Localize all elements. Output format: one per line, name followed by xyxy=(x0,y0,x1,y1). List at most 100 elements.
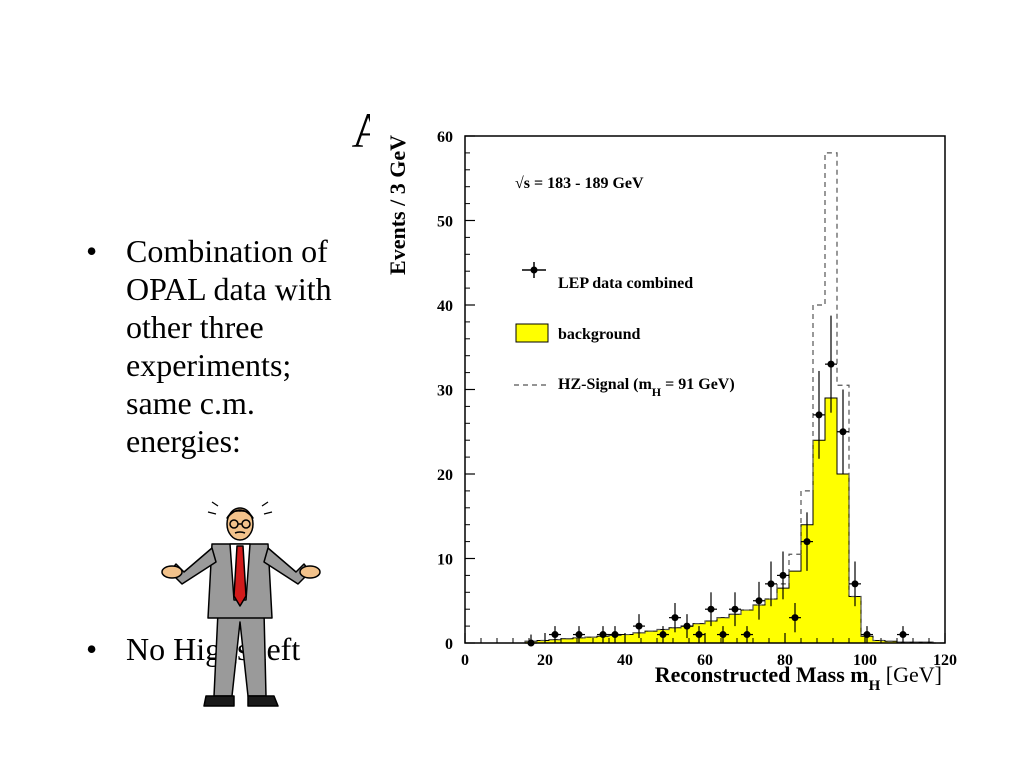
y-tick-label: 50 xyxy=(437,214,453,231)
x-tick-label: 0 xyxy=(461,652,469,669)
bullet-text: No Higgs left xyxy=(126,631,301,667)
data-point-marker xyxy=(827,360,835,368)
x-tick-label: 80 xyxy=(777,652,793,669)
data-point-marker xyxy=(767,580,775,588)
legend-data-marker xyxy=(522,262,546,278)
data-point-marker xyxy=(779,571,787,579)
x-tick-label: 60 xyxy=(697,652,713,669)
data-point-marker xyxy=(707,605,715,613)
x-tick-label: 40 xyxy=(617,652,633,669)
data-point xyxy=(897,626,909,643)
data-point xyxy=(693,626,705,643)
data-point xyxy=(777,551,789,600)
y-tick-label: 10 xyxy=(437,552,453,569)
background-bin xyxy=(825,397,837,643)
data-point xyxy=(813,370,825,459)
background-bin xyxy=(765,599,777,643)
background-bin xyxy=(729,614,741,643)
axes-layer: 0 20 40 60 80 100 120 0 10 20 30 40 50 60 xyxy=(437,129,957,669)
legend: LEP data combined background HZ-Signal (… xyxy=(514,262,735,399)
background-bin xyxy=(621,634,633,643)
data-point-marker xyxy=(743,631,751,639)
y-tick-label: 0 xyxy=(445,636,453,653)
background-bin xyxy=(837,474,849,643)
y-tick-label: 30 xyxy=(437,383,453,400)
data-point xyxy=(801,512,813,571)
y-tick-label: 60 xyxy=(437,129,453,146)
data-point-marker xyxy=(575,631,583,639)
legend-label-data: LEP data combined xyxy=(558,275,693,292)
data-points-layer xyxy=(525,315,909,647)
legend-signal-main: HZ-Signal (m xyxy=(558,376,652,393)
data-point xyxy=(789,603,801,633)
x-axis-title: Reconstructed Mass mH [GeV] xyxy=(655,662,942,694)
background-bin xyxy=(585,637,597,643)
data-point-marker xyxy=(731,605,739,613)
bullet-text: Combination of OPAL data with other thre… xyxy=(126,233,332,459)
x-tick-label: 20 xyxy=(537,652,553,669)
shrugging-man-illustration xyxy=(161,501,321,707)
data-point-marker xyxy=(659,631,667,639)
data-point-marker xyxy=(791,614,799,622)
background-bin xyxy=(645,631,657,643)
legend-label-background: background xyxy=(558,326,641,343)
histogram-chart: 0 20 40 60 80 100 120 0 10 20 30 40 50 60 Events / 3 … xyxy=(370,110,970,710)
y-axis-title: Events / 3 GeV xyxy=(385,135,410,275)
data-point-marker xyxy=(599,631,607,639)
legend-signal-sub: H xyxy=(652,385,662,399)
x-axis-title-sub: H xyxy=(869,678,881,694)
background-bin xyxy=(561,638,573,643)
background-bin xyxy=(753,604,765,643)
background-bin xyxy=(777,588,789,643)
data-point-marker xyxy=(611,631,619,639)
legend-signal-rest: = 91 GeV) xyxy=(661,376,735,393)
x-tick-label: 120 xyxy=(933,652,957,669)
data-point xyxy=(609,626,621,643)
data-point xyxy=(849,561,861,607)
data-point xyxy=(729,592,741,627)
data-point xyxy=(573,626,585,643)
signal-histogram-line xyxy=(524,152,945,644)
data-point xyxy=(705,592,717,627)
data-point-marker xyxy=(695,631,703,639)
data-point-marker xyxy=(755,597,763,605)
x-axis-title-main: Reconstructed Mass m xyxy=(655,662,869,687)
x-tick-label: 100 xyxy=(853,652,877,669)
data-point xyxy=(765,561,777,607)
background-bin xyxy=(705,621,717,643)
data-point-marker xyxy=(635,622,643,630)
data-point xyxy=(633,614,645,639)
data-point xyxy=(549,626,561,643)
data-point-marker xyxy=(719,631,727,639)
bullet-item: No Higgs left xyxy=(86,630,376,668)
y-tick-label: 20 xyxy=(437,467,453,484)
data-point-marker xyxy=(815,411,823,419)
data-point xyxy=(741,626,753,643)
legend-swatch-background xyxy=(515,323,549,343)
data-point xyxy=(681,614,693,639)
background-bin xyxy=(885,641,897,643)
data-point-marker xyxy=(899,631,907,639)
chart-background xyxy=(370,110,970,710)
data-point-marker xyxy=(683,622,691,630)
data-point-marker xyxy=(851,580,859,588)
data-point-marker xyxy=(671,614,679,622)
data-point-marker xyxy=(803,538,811,546)
bullet-list: Combination of OPAL data with other thre… xyxy=(86,232,376,668)
data-point xyxy=(717,626,729,643)
data-point xyxy=(837,389,849,474)
bullet-item: Combination of OPAL data with other thre… xyxy=(86,232,376,532)
data-point xyxy=(657,626,669,643)
legend-label-signal: HZ-Signal (mH = 91 GeV) xyxy=(558,376,735,399)
background-bin xyxy=(873,640,885,643)
data-point xyxy=(753,581,765,620)
data-point xyxy=(669,603,681,633)
y-tick-label: 40 xyxy=(437,298,453,315)
data-point-marker xyxy=(839,428,847,436)
data-point-marker xyxy=(551,631,559,639)
background-bin xyxy=(813,440,825,643)
energy-annotation: √s = 183 - 189 GeV xyxy=(515,175,644,192)
background-bin xyxy=(801,524,813,643)
background-bin xyxy=(849,596,861,643)
data-point xyxy=(825,315,837,413)
